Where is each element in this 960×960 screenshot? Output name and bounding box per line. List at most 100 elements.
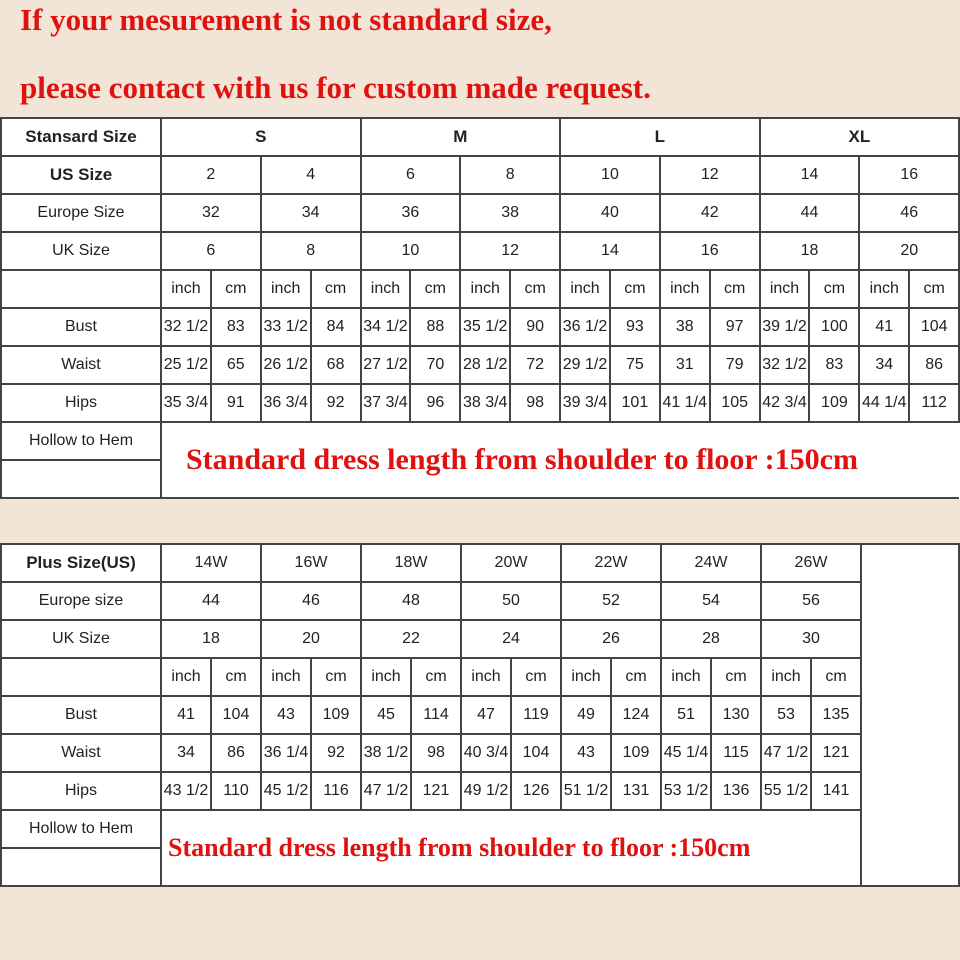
unit-header: inch	[560, 657, 612, 697]
table-cell: 100	[808, 307, 861, 347]
table-cell: 96	[409, 383, 462, 423]
table-cell: 47	[460, 695, 512, 735]
measurement-row: Hips 43 1/2 110 45 1/2 116 47 1/2 121 49 1/2 126…	[0, 771, 959, 811]
table-cell: 41	[858, 307, 911, 347]
table-cell: 45 1/4	[660, 733, 712, 773]
table-cell: 33 1/2	[259, 307, 312, 347]
table-cell: 44	[758, 193, 861, 233]
table-cell: 18	[160, 619, 262, 659]
table-cell: 6	[160, 231, 262, 271]
table-cell: 22	[360, 619, 462, 659]
hollow-row: Hollow to Hem Standard dress length from …	[0, 421, 960, 499]
measurement-row: Bust 41 104 43 109 45 114 47 119 49 124 51 130 53 135	[0, 695, 959, 735]
unit-header: inch	[259, 269, 312, 309]
table-cell: 35 1/2	[459, 307, 512, 347]
size-group-header: M	[359, 117, 562, 157]
table-cell: 52	[560, 581, 662, 621]
table-cell: 36	[359, 193, 462, 233]
table-cell: 98	[410, 733, 462, 773]
dress-length-note: Standard dress length from shoulder to f…	[159, 421, 960, 499]
table-cell: 104	[210, 695, 262, 735]
table-cell: 14W	[160, 543, 262, 583]
custom-size-notice-line-2: please contact with us for custom made r…	[20, 70, 651, 105]
table-cell: 29 1/2	[559, 345, 611, 385]
custom-size-notice-line-1: If your mesurement is not standard size,	[20, 2, 552, 37]
table-cell: 18W	[360, 543, 462, 583]
row-header: UK Size	[0, 619, 162, 659]
hollow-row: Hollow to Hem Standard dress length from …	[0, 809, 959, 887]
table-cell: 30	[760, 619, 862, 659]
table-cell: 37 3/4	[359, 383, 412, 423]
table-cell: 12	[459, 231, 562, 271]
table-cell: 8	[459, 155, 562, 195]
table-cell: 68	[309, 345, 362, 385]
table-cell: 115	[710, 733, 762, 773]
table-cell: 130	[710, 695, 762, 735]
table-cell: 35 3/4	[160, 383, 212, 423]
table-cell: 26W	[760, 543, 862, 583]
table-cell: 110	[210, 771, 262, 811]
table-cell: 28	[660, 619, 762, 659]
unit-row: inch cm inch cm inch cm inch cm inch cm inch cm inch…	[0, 657, 959, 697]
unit-header: cm	[409, 269, 462, 309]
table-cell: 91	[209, 383, 262, 423]
measurement-row: Hips 35 3/4 91 36 3/4 92 37 3/4 96 38 3/4 98 39 3…	[0, 383, 960, 423]
hollow-row-2	[0, 459, 959, 499]
row-header	[0, 847, 162, 887]
unit-header: cm	[710, 657, 762, 697]
unit-header: inch	[660, 657, 712, 697]
table-cell: 49 1/2	[460, 771, 512, 811]
row-header	[0, 459, 162, 499]
table-cell: 55 1/2	[760, 771, 812, 811]
table-cell: 53	[760, 695, 812, 735]
unit-header: cm	[810, 657, 862, 697]
table-cell: 22W	[560, 543, 662, 583]
standard-size-chart: Stansard Size S M L XL US Size 2 4 6 8 10 12 14 16 Eur…	[0, 117, 960, 499]
unit-header: cm	[410, 657, 462, 697]
table-cell: 36 3/4	[259, 383, 312, 423]
table-cell: 46	[858, 193, 960, 233]
unit-header: inch	[460, 657, 512, 697]
table-cell: 10	[559, 155, 661, 195]
table-cell: 121	[410, 771, 462, 811]
table-cell: 48	[360, 581, 462, 621]
row-header	[0, 269, 162, 309]
table-cell: 20	[858, 231, 960, 271]
table-cell: 41 1/4	[658, 383, 711, 423]
table-cell: 116	[310, 771, 362, 811]
table-cell: 65	[209, 345, 262, 385]
row-header: Waist	[0, 345, 162, 385]
plus-size-chart: Plus Size(US) 14W 16W 18W 20W 22W 24W 26W Europe…	[0, 543, 960, 887]
table-cell: 47 1/2	[760, 733, 812, 773]
table-cell: 8	[259, 231, 362, 271]
unit-header: inch	[160, 657, 212, 697]
unit-header: inch	[758, 269, 811, 309]
unit-header: cm	[708, 269, 761, 309]
table-cell: 16	[858, 155, 960, 195]
table-cell: 46	[260, 581, 362, 621]
table-cell: 86	[908, 345, 960, 385]
table-cell: 109	[808, 383, 861, 423]
table-cell: 10	[359, 231, 462, 271]
table-cell: 53 1/2	[660, 771, 712, 811]
row-header: Bust	[0, 695, 162, 735]
row-header	[0, 657, 162, 697]
table-cell: 112	[908, 383, 960, 423]
table-cell: 101	[608, 383, 661, 423]
unit-header: inch	[559, 269, 611, 309]
row-header: Stansard Size	[0, 117, 162, 157]
unit-header: cm	[808, 269, 861, 309]
row-header: Waist	[0, 733, 162, 773]
table-cell: 141	[810, 771, 862, 811]
row-header: US Size	[0, 155, 162, 195]
table-cell: 51 1/2	[560, 771, 612, 811]
size-group-header: S	[160, 117, 362, 157]
table-cell: 70	[409, 345, 462, 385]
table-cell: 12	[658, 155, 761, 195]
table-cell: 32 1/2	[758, 345, 811, 385]
unit-row: inch cm inch cm inch cm inch cm inch cm inch cm inch…	[0, 269, 960, 309]
table-cell: 104	[510, 733, 562, 773]
unit-header: inch	[459, 269, 512, 309]
table-cell: 14	[758, 155, 861, 195]
table-cell: 105	[708, 383, 761, 423]
